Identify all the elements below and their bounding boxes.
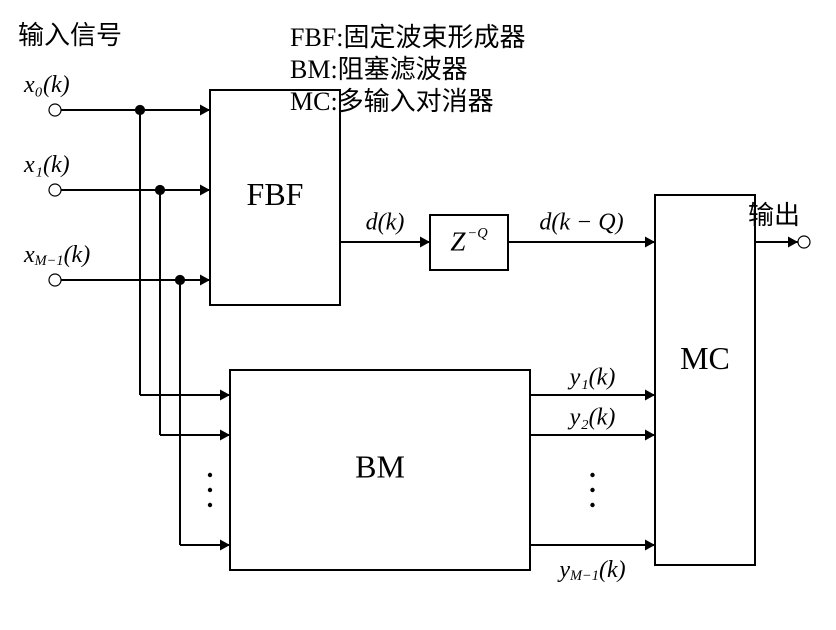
label-y1: y₁(k) xyxy=(568,365,616,391)
label-x0: x₀(k) xyxy=(23,72,70,98)
label-yM: yM−1(k) xyxy=(557,557,625,585)
block-bm: BM xyxy=(355,448,405,484)
label-dq: d(k − Q) xyxy=(539,210,623,236)
legend-mc: MC:多输入对消器 xyxy=(290,87,494,116)
input-header: 输入信号 xyxy=(18,21,122,50)
legend-bm: BM:阻塞滤波器 xyxy=(290,55,468,84)
label-output: 输出 xyxy=(748,201,800,230)
label-xM: xM−1(k) xyxy=(23,242,90,270)
block-fbf: FBF xyxy=(247,176,304,212)
legend-fbf: FBF:固定波束形成器 xyxy=(290,23,526,52)
label-x1: x₁(k) xyxy=(23,152,70,178)
gsc-block-diagram: FBF:固定波束形成器 BM:阻塞滤波器 MC:多输入对消器 输入信号 x₀(k) x₁(… xyxy=(0,0,836,630)
block-mc: MC xyxy=(680,340,730,376)
label-y2: y₂(k) xyxy=(568,405,616,431)
label-d: d(k) xyxy=(366,210,405,236)
block-delay: Z−Q xyxy=(450,226,488,257)
